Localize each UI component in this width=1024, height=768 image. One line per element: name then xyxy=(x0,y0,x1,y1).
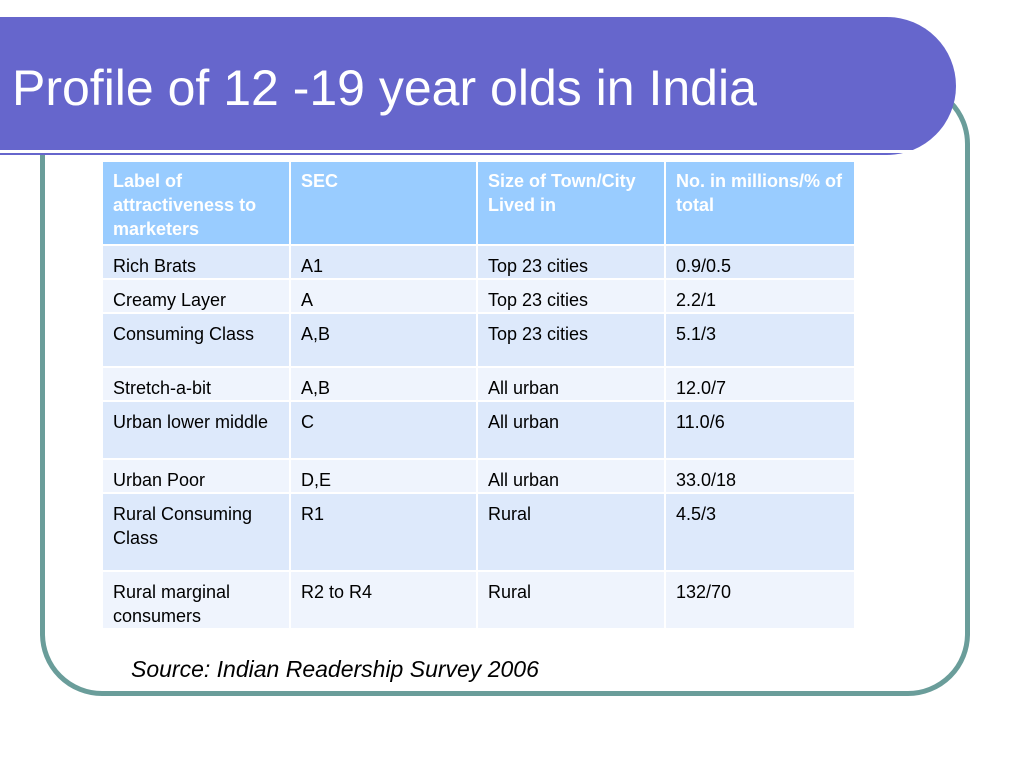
cell-sec: D,E xyxy=(289,458,478,494)
cell-number: 132/70 xyxy=(664,570,856,630)
source-note: Source: Indian Readership Survey 2006 xyxy=(131,656,539,682)
header-town-size: Size of Town/City Lived in xyxy=(476,160,666,246)
cell-label: Urban Poor xyxy=(101,458,291,494)
slide-title: Profile of 12 -19 year olds in India xyxy=(12,60,757,116)
cell-number: 12.0/7 xyxy=(664,366,856,402)
cell-number: 2.2/1 xyxy=(664,278,856,314)
header-number: No. in millions/% of total xyxy=(664,160,856,246)
cell-number: 11.0/6 xyxy=(664,400,856,460)
cell-label: Rich Brats xyxy=(101,244,291,280)
cell-town-size: Top 23 cities xyxy=(476,278,666,314)
cell-number: 0.9/0.5 xyxy=(664,244,856,280)
cell-sec: A,B xyxy=(289,366,478,402)
header-sec: SEC xyxy=(289,160,478,246)
cell-town-size: Rural xyxy=(476,492,666,572)
table-row: Stretch-a-bit A,B All urban 12.0/7 xyxy=(101,366,856,402)
cell-label: Rural marginal consumers xyxy=(101,570,291,630)
cell-town-size: All urban xyxy=(476,400,666,460)
cell-label: Consuming Class xyxy=(101,312,291,368)
cell-label: Rural Consuming Class xyxy=(101,492,291,572)
cell-sec: A1 xyxy=(289,244,478,280)
cell-town-size: Top 23 cities xyxy=(476,312,666,368)
cell-label: Urban lower middle xyxy=(101,400,291,460)
cell-label: Creamy Layer xyxy=(101,278,291,314)
table-row: Rural Consuming Class R1 Rural 4.5/3 xyxy=(101,492,856,572)
title-underline xyxy=(0,150,933,153)
cell-sec: A,B xyxy=(289,312,478,368)
cell-number: 4.5/3 xyxy=(664,492,856,572)
table-row: Urban Poor D,E All urban 33.0/18 xyxy=(101,458,856,494)
cell-town-size: Rural xyxy=(476,570,666,630)
cell-town-size: Top 23 cities xyxy=(476,244,666,280)
header-label: Label of attractiveness to marketers xyxy=(101,160,291,246)
cell-number: 5.1/3 xyxy=(664,312,856,368)
table-row: Consuming Class A,B Top 23 cities 5.1/3 xyxy=(101,312,856,368)
table-row: Rich Brats A1 Top 23 cities 0.9/0.5 xyxy=(101,244,856,280)
cell-town-size: All urban xyxy=(476,366,666,402)
cell-label: Stretch-a-bit xyxy=(101,366,291,402)
title-bar: Profile of 12 -19 year olds in India xyxy=(0,17,956,155)
table-row: Creamy Layer A Top 23 cities 2.2/1 xyxy=(101,278,856,314)
table-row: Urban lower middle C All urban 11.0/6 xyxy=(101,400,856,460)
cell-number: 33.0/18 xyxy=(664,458,856,494)
cell-town-size: All urban xyxy=(476,458,666,494)
cell-sec: R1 xyxy=(289,492,478,572)
cell-sec: C xyxy=(289,400,478,460)
cell-sec: R2 to R4 xyxy=(289,570,478,630)
cell-sec: A xyxy=(289,278,478,314)
profile-table: Label of attractiveness to marketers SEC… xyxy=(101,160,856,630)
table-row: Rural marginal consumers R2 to R4 Rural … xyxy=(101,570,856,630)
table-header-row: Label of attractiveness to marketers SEC… xyxy=(101,160,856,246)
